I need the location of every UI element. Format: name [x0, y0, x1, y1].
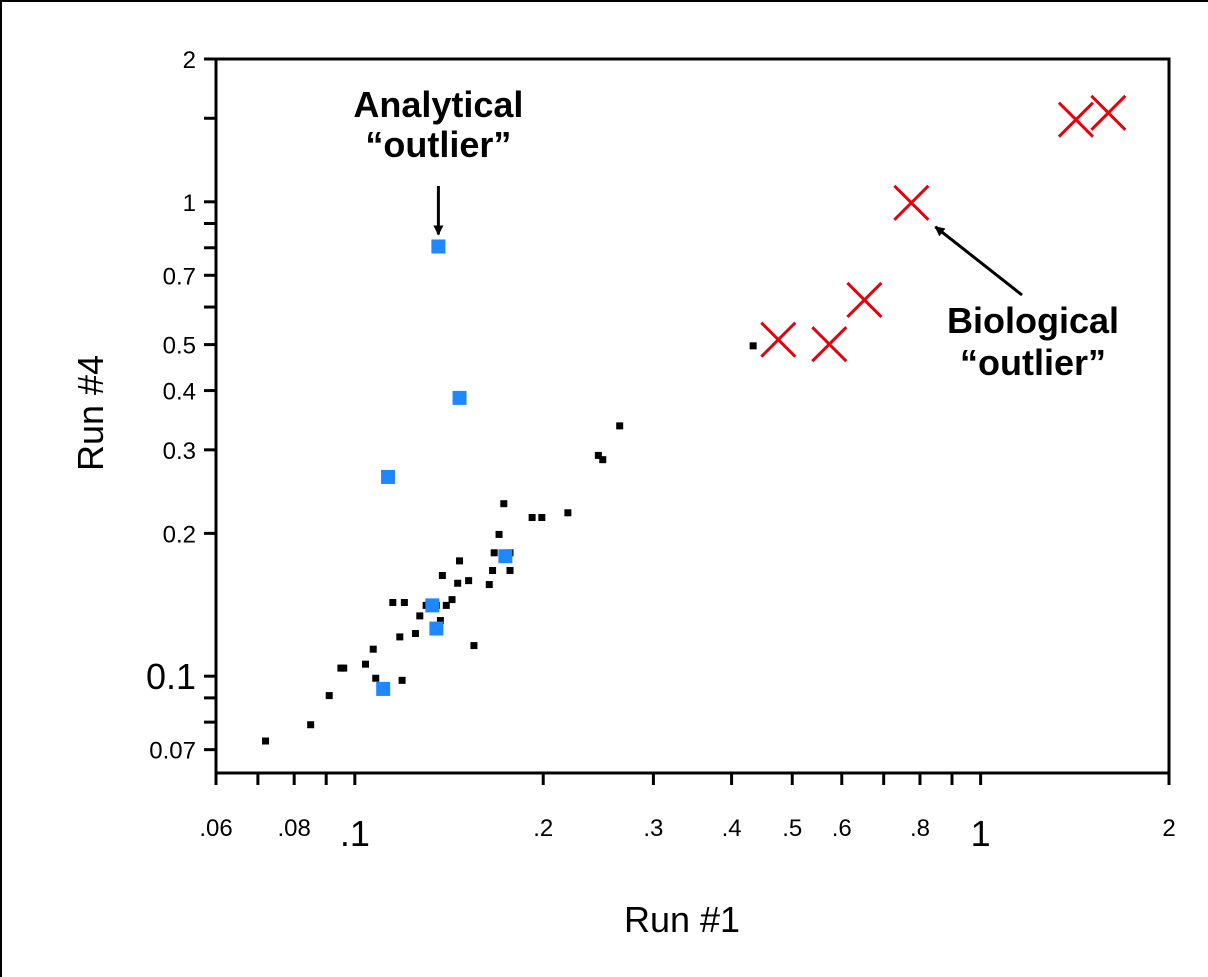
data-point-small [448, 596, 456, 604]
data-point-small [594, 451, 602, 459]
data-point-red-x [760, 321, 797, 358]
y-tick-label: 0.2 [163, 521, 196, 548]
data-point-small [438, 572, 446, 580]
data-point-small [400, 598, 408, 606]
y-tick-label: 0.7 [163, 263, 196, 290]
data-point-small [340, 664, 348, 672]
biological-outlier-label: Biological [947, 300, 1119, 341]
data-point-small [411, 630, 419, 638]
data-point-small [506, 567, 514, 575]
analytical-outlier-label: “outlier” [365, 124, 511, 165]
x-tick-label: .3 [643, 815, 663, 842]
data-point-small [372, 674, 380, 682]
x-stroke [846, 281, 883, 319]
data-point-small [262, 737, 270, 745]
data-point-small [454, 579, 462, 587]
data-point-small [485, 581, 493, 589]
x-stroke [811, 326, 848, 363]
data-point-small [307, 721, 315, 729]
x-stroke [1090, 94, 1127, 131]
biological-outlier-label: “outlier” [960, 342, 1106, 383]
data-point-blue [425, 598, 440, 613]
data-point-small [538, 514, 546, 522]
data-point-small [396, 633, 404, 641]
data-point-small [490, 549, 498, 557]
data-point-red-x [1057, 101, 1094, 138]
data-point-small [361, 660, 369, 668]
data-point-small [564, 509, 572, 517]
biological-outlier-arrow [934, 225, 1023, 297]
x-tick-label: .1 [340, 813, 370, 854]
data-point-small [436, 617, 444, 625]
data-points [262, 94, 1127, 745]
annotations: Analytical“outlier”Biological“outlier” [353, 84, 1119, 383]
data-point-red-x [1090, 94, 1127, 131]
x-stroke [760, 321, 797, 358]
y-tick-label: 0.1 [146, 656, 196, 697]
data-point-small [616, 422, 624, 430]
x-tick-label: .2 [533, 815, 553, 842]
x-stroke [1057, 101, 1094, 138]
data-point-blue [381, 469, 396, 484]
y-axis-title: Run #4 [70, 355, 111, 471]
data-point-blue [452, 390, 467, 405]
x-tick-label: .8 [910, 815, 930, 842]
y-tick-label: 0.5 [163, 333, 196, 360]
y-tick-label: 1 [183, 190, 196, 217]
data-point-red-x [811, 326, 848, 363]
data-point-small [465, 577, 473, 585]
plot-area-border [214, 57, 1171, 775]
y-tick-label: 0.4 [163, 379, 196, 406]
x-tick-label: .4 [722, 815, 742, 842]
data-point-blue [429, 621, 444, 636]
data-point-small [500, 500, 508, 508]
data-point-small [398, 676, 406, 684]
x-tick-label: 1 [971, 813, 991, 854]
data-point-small [389, 598, 397, 606]
data-point-small [489, 567, 497, 575]
data-point-red-x [846, 281, 883, 319]
x-axis-title: Run #1 [624, 899, 740, 940]
y-axis: 2 1 0.7 0.5 0.4 0.3 0.2 0.1 0.07 [146, 47, 216, 765]
data-point-small [749, 342, 757, 350]
x-tick-label: .08 [277, 815, 310, 842]
data-point-small [416, 612, 424, 620]
data-point-small [456, 557, 464, 565]
data-point-small [369, 645, 377, 653]
data-point-blue [498, 549, 513, 564]
y-tick-label: 0.3 [163, 438, 196, 465]
data-point-small [599, 456, 607, 464]
data-point-small [495, 530, 503, 538]
x-stroke [893, 184, 930, 221]
data-point-blue [431, 239, 446, 254]
x-tick-label: .6 [832, 815, 852, 842]
data-point-small [325, 692, 333, 700]
data-point-red-x [893, 184, 930, 221]
y-tick-label: 0.07 [149, 738, 196, 765]
x-tick-label: .06 [199, 815, 232, 842]
analytical-outlier-label: Analytical [353, 84, 523, 125]
data-point-small [470, 642, 478, 650]
x-axis: .06 .08 .1 .2 .3 .4 .5 .6 .8 1 2 [199, 773, 1176, 854]
y-tick-label: 2 [183, 47, 196, 74]
x-tick-label: .5 [782, 815, 802, 842]
data-point-small [442, 601, 450, 609]
x-tick-label: 2 [1162, 815, 1175, 842]
data-point-blue [376, 681, 391, 696]
data-point-small [528, 514, 536, 522]
